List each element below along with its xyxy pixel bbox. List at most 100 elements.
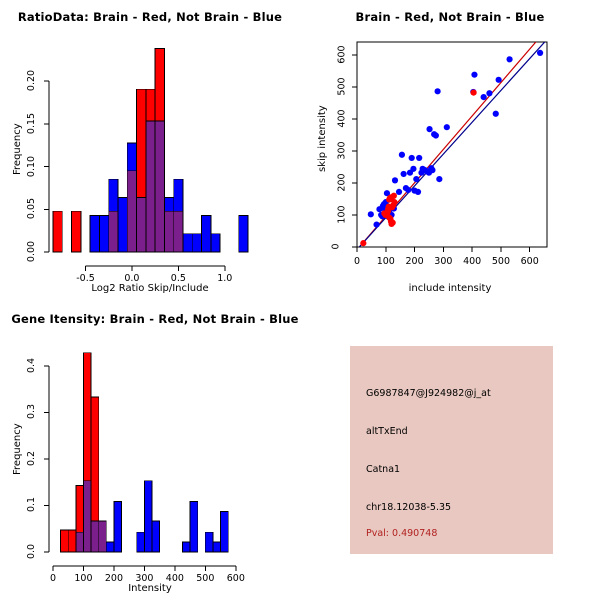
- ratio-x-tick-3: 1.0: [217, 273, 233, 284]
- histogram-bar: [52, 210, 63, 253]
- ratio-histogram-title: RatioData: Brain - Red, Not Brain - Blue: [17, 10, 283, 24]
- scatter-y-tick-3: 300: [336, 141, 348, 160]
- histogram-bar: [60, 529, 69, 553]
- scatter-x-tick-6: 600: [520, 256, 539, 267]
- histogram-bar-overlap: [173, 210, 184, 253]
- scatter-point: [367, 211, 374, 218]
- histogram-bar-overlap: [90, 520, 100, 553]
- gene-y-tick-2: 0.2: [26, 450, 38, 467]
- scatter-x-tick-4: 400: [463, 256, 482, 267]
- ratio-y-tick-1: 0.05: [26, 198, 38, 220]
- gene-histogram-title: Gene Itensity: Brain - Red, Not Brain - …: [11, 312, 299, 326]
- annotation-box: G6987847@J924982@j_at altTxEnd Catna1 ch…: [350, 346, 553, 554]
- histogram-bar: [182, 233, 193, 253]
- histogram-bar: [117, 197, 128, 253]
- scatter-point: [536, 49, 544, 56]
- scatter-x-tick-0: 0: [353, 256, 361, 267]
- scatter-point: [443, 124, 450, 131]
- scatter-point: [470, 89, 477, 96]
- scatter-point: [414, 188, 422, 196]
- histogram-bar-overlap: [136, 197, 147, 253]
- histogram-bar: [105, 541, 115, 553]
- scatter-y-axis-title: skip intensity: [317, 105, 328, 172]
- scatter-point: [434, 88, 441, 95]
- scatter-plot: [352, 41, 548, 252]
- ratio-y-tick-0: 0.00: [26, 240, 38, 263]
- histogram-bar: [71, 210, 82, 253]
- ratio-x-tick-2: 0.5: [170, 273, 186, 284]
- scatter-y-tick-6: 600: [336, 45, 348, 64]
- histogram-bar-overlap: [145, 120, 156, 253]
- scatter-point: [360, 240, 367, 247]
- pval-text: Pval: 0.490748: [366, 528, 438, 539]
- scatter-point: [426, 126, 433, 133]
- scatter-point: [391, 177, 399, 184]
- scatter-point: [391, 199, 398, 206]
- panel-ratio-histogram: RatioData: Brain - Red, Not Brain - Blue…: [0, 0, 300, 300]
- scatter-point: [436, 175, 443, 183]
- ratio-x-tick-1: 0.0: [124, 273, 140, 284]
- gene-y-tick-3: 0.3: [26, 404, 38, 420]
- ratio-y-tick-2: 0.10: [26, 155, 38, 177]
- ratio-histogram-x-axis-title: Log2 Ratio Skip/Include: [91, 283, 209, 294]
- scatter-point: [495, 76, 502, 83]
- scatter-point: [506, 56, 513, 63]
- scatter-x-tick-3: 300: [434, 256, 453, 267]
- probe-id-text: G6987847@J924982@j_at: [366, 388, 491, 399]
- scatter-point: [389, 219, 396, 226]
- gene-x-tick-5: 500: [196, 573, 215, 584]
- scatter-point: [398, 151, 406, 158]
- histogram-bar: [151, 520, 161, 553]
- histogram-bar: [238, 215, 249, 253]
- histogram-bar: [144, 480, 153, 553]
- panel-gene-histogram: Gene Itensity: Brain - Red, Not Brain - …: [0, 300, 300, 600]
- gene-y-tick-0: 0.0: [26, 543, 38, 560]
- scatter-point: [416, 154, 423, 162]
- histogram-bar: [210, 233, 221, 253]
- ratio-histogram-plot: [44, 48, 249, 271]
- histogram-bar-overlap: [75, 531, 84, 553]
- histogram-bar-overlap: [164, 210, 175, 253]
- scatter-point: [486, 90, 493, 97]
- scatter-y-tick-0: 0: [330, 243, 342, 250]
- histogram-bar: [182, 541, 191, 553]
- scatter-point: [413, 175, 420, 183]
- scatter-y-tick-4: 400: [336, 109, 348, 128]
- histogram-bar: [99, 215, 110, 253]
- scatter-x-tick-5: 500: [491, 256, 510, 267]
- histogram-bar: [191, 233, 202, 253]
- gene-histogram-x-axis-title: Intensity: [128, 583, 172, 594]
- histogram-bar: [204, 531, 214, 553]
- gene-y-tick-1: 0.1: [26, 497, 38, 513]
- ratio-y-tick-3: 0.15: [26, 112, 38, 134]
- scatter-point: [432, 132, 439, 139]
- scatter-point: [385, 203, 392, 210]
- gene-x-tick-1: 100: [74, 573, 93, 584]
- scatter-point: [405, 186, 412, 194]
- scatter-y-tick-5: 500: [336, 77, 348, 96]
- gene-x-tick-3: 300: [135, 573, 154, 584]
- locus-text: chr18.12038-5.35: [366, 502, 452, 513]
- panel-scatter: Brain - Red, Not Brain - Blue include in…: [300, 0, 600, 300]
- scatter-title: Brain - Red, Not Brain - Blue: [355, 10, 545, 24]
- scatter-point: [390, 192, 397, 199]
- histogram-bar-overlap: [98, 520, 107, 553]
- scatter-point: [471, 71, 478, 78]
- scatter-point: [429, 167, 436, 174]
- histogram-bar: [201, 215, 212, 253]
- scatter-y-tick-2: 200: [336, 173, 348, 192]
- ratio-histogram-y-axis-title: Frequency: [12, 123, 23, 175]
- scatter-point: [492, 110, 499, 117]
- histogram-bar: [136, 531, 145, 553]
- histogram-bar: [113, 501, 122, 553]
- gene-x-tick-2: 200: [104, 573, 123, 584]
- scatter-point: [410, 165, 417, 172]
- ratio-y-tick-4: 0.20: [26, 70, 38, 92]
- gene-x-tick-6: 600: [226, 573, 245, 584]
- histogram-bar-overlap: [83, 480, 92, 553]
- panel-info: G6987847@J924982@j_at altTxEnd Catna1 ch…: [300, 300, 600, 600]
- histogram-bar: [67, 529, 77, 553]
- gene-histogram-plot: [44, 352, 237, 571]
- histogram-bar-overlap: [108, 210, 119, 253]
